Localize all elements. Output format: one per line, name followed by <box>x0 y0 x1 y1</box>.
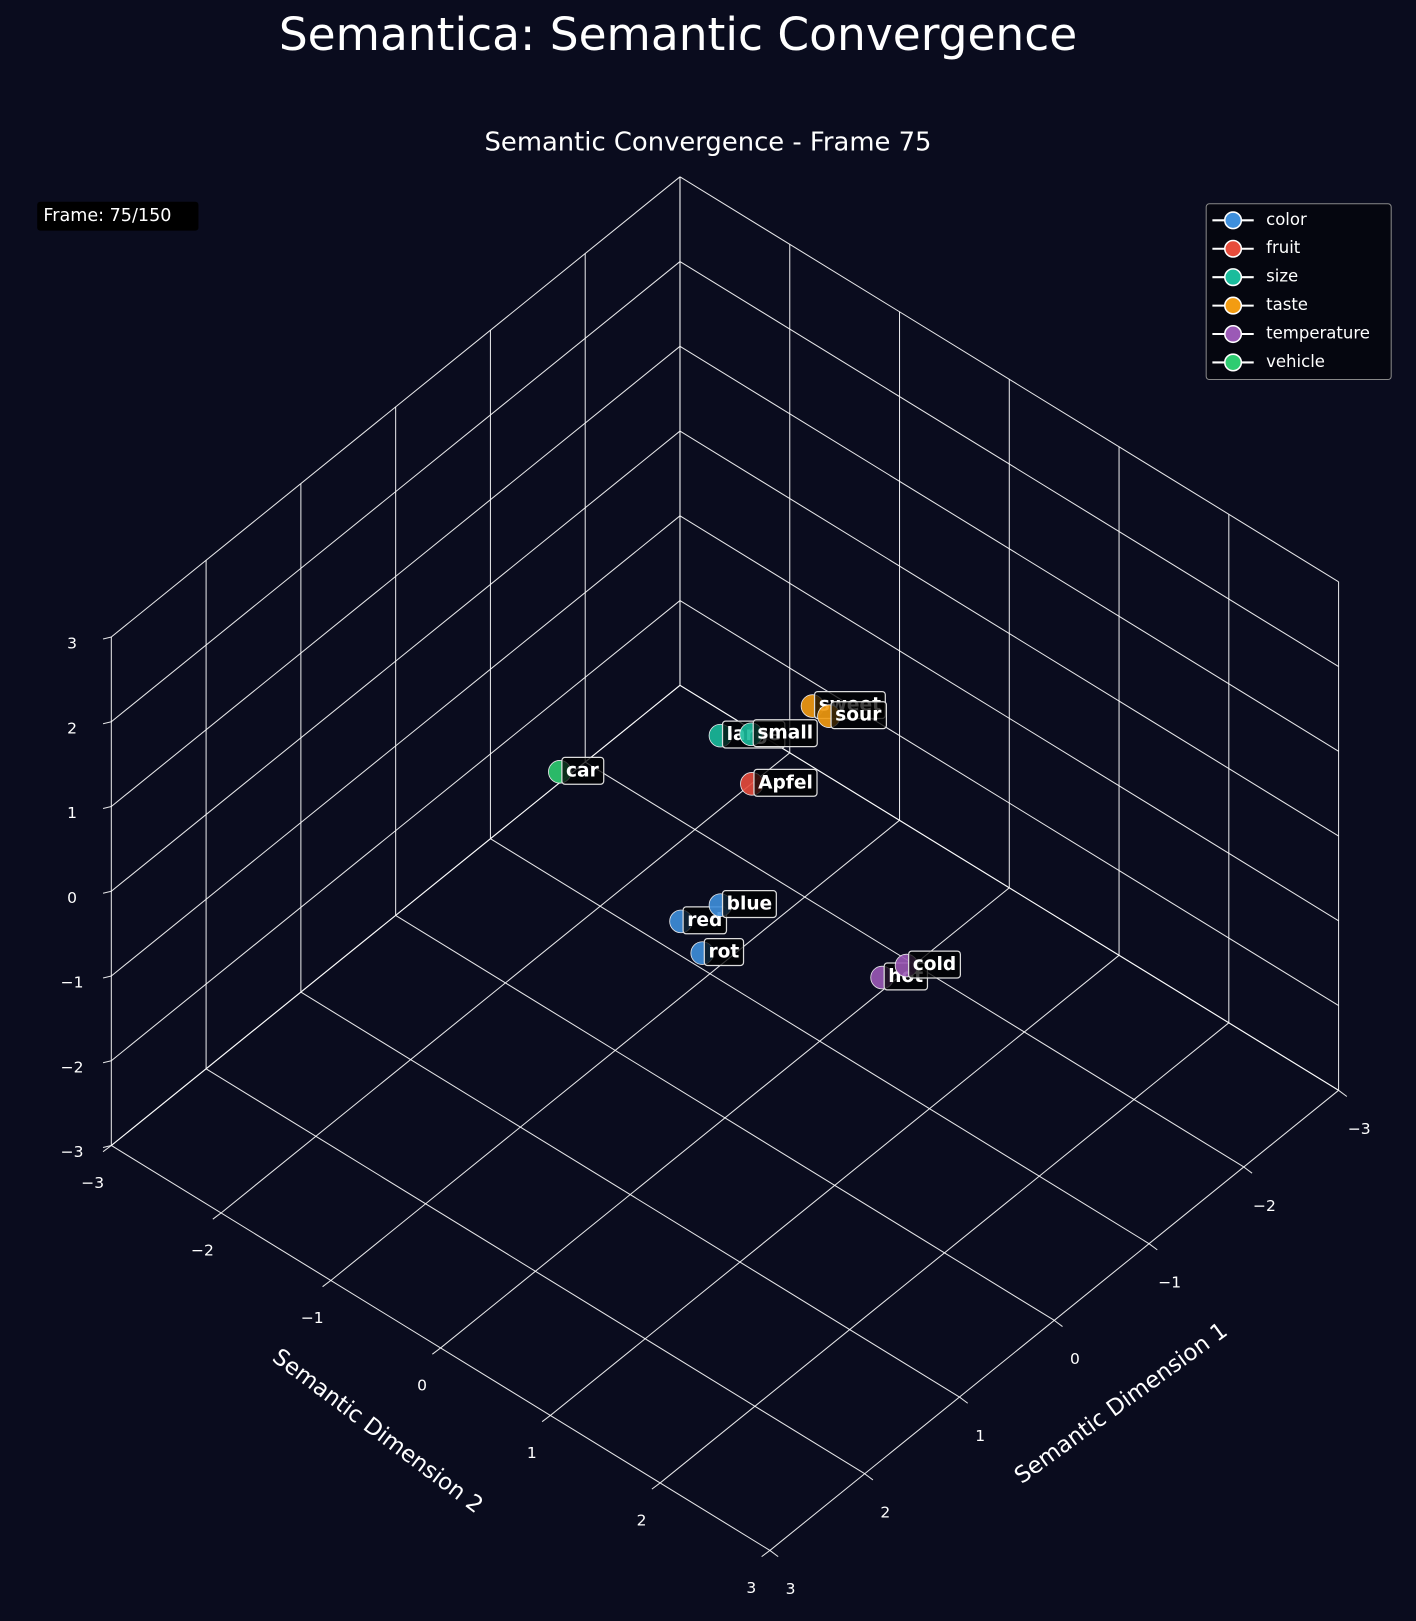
ticks: −3 −2 −1 0 1 2 3 −3 −2 −1 0 1 2 3 −3 −2 −1 0 1 2 3 <box>61 635 1371 1599</box>
point-label: blue <box>727 894 773 915</box>
grid-line <box>679 684 1339 1091</box>
x-tick <box>769 1550 779 1558</box>
chart-suptitle: Semantica: Semantic Convergence <box>279 8 1077 61</box>
label-box <box>752 719 818 748</box>
x-tick-label: 1 <box>975 1427 985 1445</box>
grid-line <box>110 261 681 723</box>
label-box <box>830 701 887 730</box>
y-tick <box>761 1550 771 1558</box>
annotation-box <box>37 201 199 231</box>
y-tick <box>212 1212 222 1220</box>
legend-marker <box>1224 211 1243 230</box>
x-tick <box>1148 1243 1158 1251</box>
y-tick-label: 0 <box>417 1377 427 1395</box>
label-box <box>721 890 777 919</box>
y-tick-label: −3 <box>81 1174 104 1192</box>
grid-line <box>110 345 681 807</box>
legend-label: taste <box>1266 295 1308 314</box>
z-tick-label: 3 <box>67 635 77 653</box>
y-tick <box>322 1280 332 1288</box>
grid-line <box>679 261 1339 667</box>
point-label: red <box>687 910 722 931</box>
z-tick <box>102 890 112 894</box>
y-tick <box>541 1415 551 1423</box>
legend-label: color <box>1266 210 1307 229</box>
z-tick-label: 1 <box>67 804 77 822</box>
label-box <box>561 756 605 785</box>
label-box <box>907 950 961 979</box>
legend-label: vehicle <box>1266 352 1325 371</box>
grid-line <box>110 515 681 977</box>
z-tick-label: 2 <box>67 719 77 737</box>
x-tick <box>1053 1319 1063 1327</box>
z-tick-label: −1 <box>61 974 84 992</box>
x-tick <box>959 1396 969 1404</box>
point-label: rot <box>708 942 739 963</box>
legend-label: size <box>1266 267 1298 286</box>
point-label: cold <box>913 954 956 975</box>
x-tick-label: −1 <box>1158 1273 1181 1291</box>
point-label: Apfel <box>758 772 813 793</box>
grid-line <box>110 176 681 638</box>
z-tick <box>102 1144 112 1149</box>
y-tick-label: 2 <box>637 1512 647 1530</box>
grid-line <box>679 345 1339 752</box>
z-tick-label: 0 <box>67 889 77 907</box>
legend-marker <box>1224 239 1243 258</box>
z-tick <box>102 636 112 640</box>
legend-marker <box>1224 324 1243 344</box>
x-tick-label: −3 <box>1348 1120 1371 1138</box>
z-tick <box>102 1060 112 1064</box>
grid-line <box>679 176 1339 583</box>
x-tick <box>864 1473 874 1481</box>
x-tick <box>1243 1166 1253 1174</box>
points: redbluerotApfellargesmallsweetsourhotcol… <box>548 690 961 991</box>
frame-annotation: Frame: 75/150 <box>43 206 171 226</box>
grid <box>110 176 1340 1551</box>
y-tick <box>432 1347 441 1355</box>
grid-line <box>659 1022 1230 1484</box>
grid-line <box>679 430 1339 837</box>
point-label: car <box>566 760 600 781</box>
x-tick-label: −2 <box>1253 1197 1276 1215</box>
legend-label: fruit <box>1266 238 1301 257</box>
x-tick-label: 2 <box>880 1504 890 1522</box>
y-tick <box>102 1145 112 1153</box>
point-label: sour <box>835 705 882 726</box>
legend-label: temperature <box>1266 324 1370 343</box>
label-box <box>703 938 745 967</box>
grid-line <box>679 600 1339 1006</box>
label-box <box>753 768 818 797</box>
z-tick-label: −2 <box>61 1058 84 1076</box>
chart-title: Semantic Convergence - Frame 75 <box>485 127 932 157</box>
legend: color fruit size taste temperature vehicle <box>1205 203 1392 381</box>
legend-marker <box>1224 268 1243 287</box>
z-tick-label: −3 <box>61 1143 84 1161</box>
y-tick-label: 3 <box>746 1579 756 1597</box>
x-tick-label: 3 <box>786 1580 796 1598</box>
grid-line <box>110 430 681 892</box>
grid-line <box>550 954 1120 1416</box>
x-tick-label: 0 <box>1070 1350 1080 1368</box>
x-tick <box>1338 1089 1348 1097</box>
y-tick <box>651 1482 661 1490</box>
legend-marker <box>1224 353 1243 372</box>
z-tick <box>102 805 112 810</box>
y-tick-label: −1 <box>301 1309 324 1327</box>
grid-line <box>220 752 791 1214</box>
z-tick <box>102 721 112 725</box>
grid-line <box>330 819 900 1281</box>
grid-line <box>110 600 681 1062</box>
grid-line <box>679 515 1339 922</box>
point-label: small <box>757 723 813 744</box>
y-tick-label: −2 <box>191 1242 214 1260</box>
legend-marker <box>1224 296 1243 315</box>
z-tick <box>102 975 112 979</box>
y-tick-label: 1 <box>527 1444 537 1462</box>
